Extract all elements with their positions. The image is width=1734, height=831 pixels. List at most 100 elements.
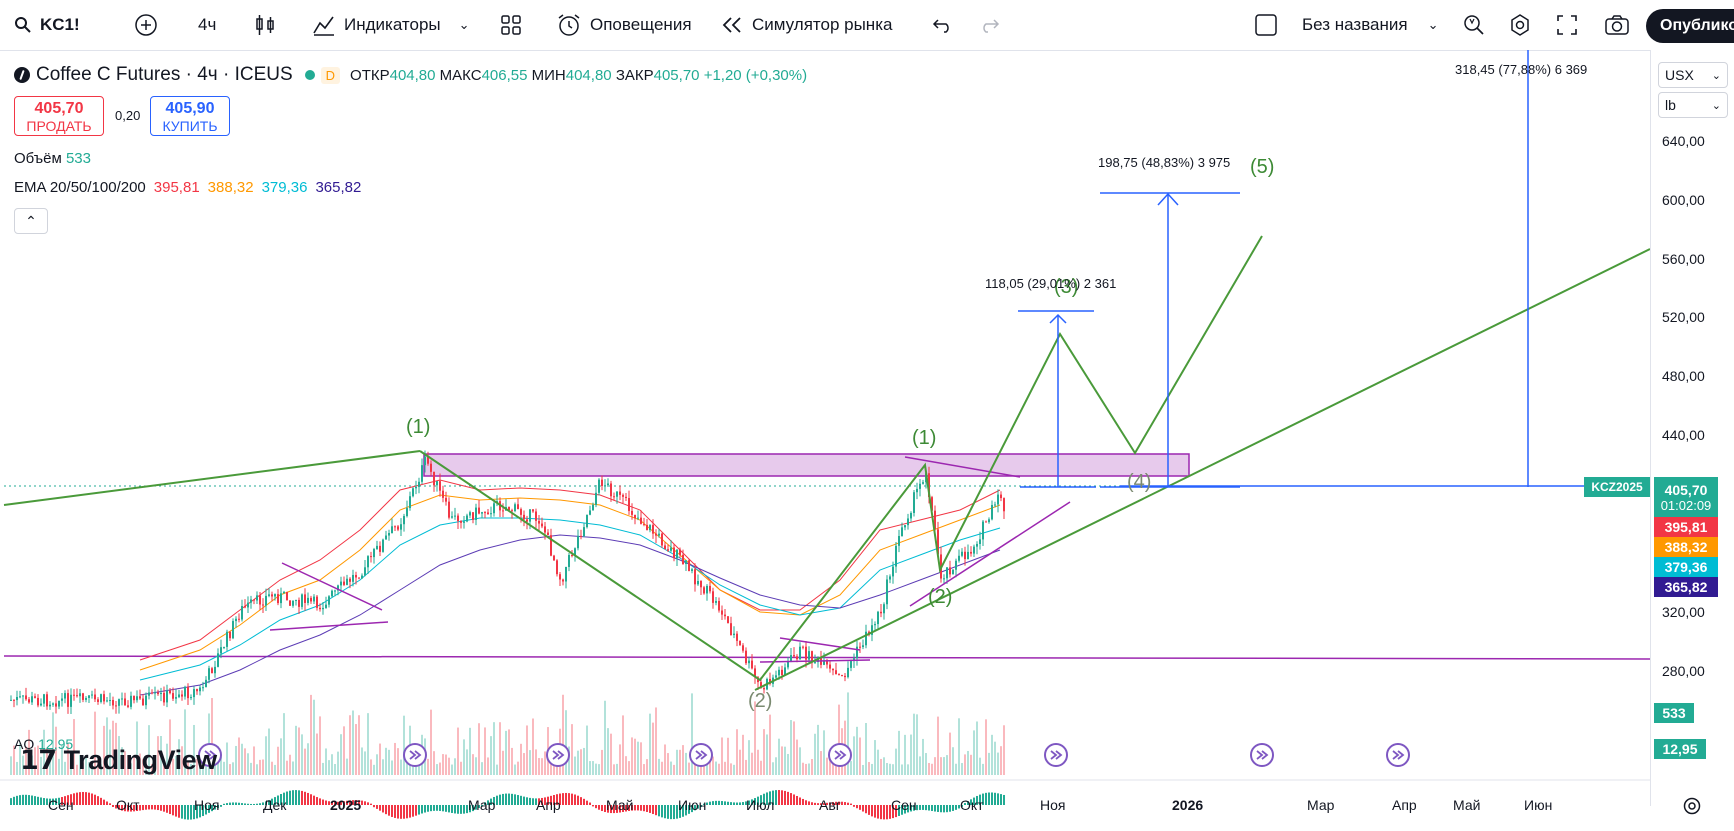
collapse-legend-button[interactable]: ⌃ <box>14 208 48 234</box>
alerts-button[interactable]: Оповещения <box>556 0 692 50</box>
volume-bar <box>745 759 747 775</box>
volume-bar <box>928 762 930 775</box>
candle-body <box>133 695 135 701</box>
tradingview-logo[interactable]: 17 TradingView <box>20 745 217 776</box>
candle-body <box>1000 494 1002 499</box>
candle-body <box>700 580 702 588</box>
wave-label[interactable]: (2) <box>748 690 773 712</box>
settings-button[interactable] <box>1508 0 1532 50</box>
ema-legend[interactable]: EMA 20/50/100/200 395,81 388,32 379,36 3… <box>14 179 361 196</box>
replay-marker-icon[interactable] <box>1250 743 1274 767</box>
ao-bar <box>106 801 108 805</box>
candle-body <box>808 651 810 660</box>
grid-icon <box>501 15 521 35</box>
time-scale[interactable]: Сен Окт Ноя Дек 2025 Мар Апр Май Июн Июл Авг Сен Окт… <box>0 790 1650 820</box>
price-chart[interactable] <box>0 50 1650 831</box>
candle-body <box>619 491 621 495</box>
measure-lines[interactable] <box>1018 50 1650 488</box>
indicators-button[interactable]: Индикаторы ⌄ <box>312 0 470 50</box>
ao-bar <box>490 798 492 805</box>
undo-button[interactable] <box>932 0 954 50</box>
delayed-badge[interactable]: D <box>320 66 341 84</box>
chart-type-button[interactable] <box>254 0 276 50</box>
ao-bar <box>571 793 573 805</box>
candle-body <box>19 696 21 698</box>
layout-menu[interactable]: Без названия ⌄ <box>1254 0 1439 50</box>
candle-body <box>385 535 387 540</box>
replay-marker-icon[interactable] <box>1386 743 1410 767</box>
compare-button[interactable] <box>134 0 158 50</box>
candle-body <box>988 519 990 523</box>
volume-bar <box>763 729 765 775</box>
volume-bar <box>724 761 726 775</box>
ao-legend[interactable]: AO 12,95 <box>14 736 73 752</box>
volume-bar <box>361 747 363 775</box>
replay-markers[interactable] <box>198 743 1410 767</box>
ao-bar <box>943 805 945 813</box>
candle-body <box>676 549 678 559</box>
ao-bar <box>151 805 153 810</box>
symbol-title[interactable]: Coffee C Futures · 4ч · ICEUS <box>36 64 293 85</box>
candle-body <box>256 595 258 601</box>
layout-icon <box>1255 14 1277 36</box>
buy-button[interactable]: 405,90 КУПИТЬ <box>150 96 230 136</box>
replay-marker-icon[interactable] <box>1044 743 1068 767</box>
spread-value: 0,20 <box>115 108 141 123</box>
publish-button[interactable]: Опублико <box>1646 9 1734 43</box>
replay-marker-icon[interactable] <box>403 743 427 767</box>
volume-bar <box>727 737 729 775</box>
candle-body <box>805 646 807 660</box>
replay-marker-icon[interactable] <box>546 743 570 767</box>
ao-bar <box>496 795 498 805</box>
wave-label[interactable]: (1) <box>406 416 431 438</box>
add-symbol-icon <box>135 14 157 36</box>
templates-button[interactable] <box>500 0 522 50</box>
ao-bar <box>922 805 924 810</box>
candle-body <box>295 599 297 601</box>
volume-bar <box>103 725 105 775</box>
replay-marker-icon[interactable] <box>198 743 222 767</box>
settings-gear-button[interactable] <box>1682 796 1702 821</box>
volume-legend[interactable]: Объём 533 <box>14 150 91 167</box>
replay-marker-icon[interactable] <box>689 743 713 767</box>
volume-bar <box>358 715 360 775</box>
support-line[interactable] <box>3 655 1650 660</box>
candle-body <box>541 523 543 527</box>
wave-label[interactable]: (1) <box>912 427 937 449</box>
candle-body <box>214 666 216 674</box>
candle-body <box>322 607 324 610</box>
candle-body <box>787 661 789 668</box>
candle-body <box>634 514 636 519</box>
ao-bar <box>556 794 558 805</box>
ao-bar <box>184 805 186 820</box>
volume-bar <box>667 753 669 775</box>
ao-bar <box>832 802 834 805</box>
wave-label[interactable]: (4) <box>1127 471 1152 493</box>
currency-select[interactable]: USX ⌄ <box>1658 62 1728 88</box>
time-label: Мар <box>468 797 496 813</box>
redo-button[interactable] <box>978 0 1000 50</box>
replay-button[interactable]: Симулятор рынка <box>720 0 892 50</box>
symbol-search[interactable]: KC1! <box>14 0 80 50</box>
ao-bar <box>940 805 942 813</box>
wave-label[interactable]: (2) <box>928 586 953 608</box>
quick-search-button[interactable] <box>1462 0 1486 50</box>
trend-lines[interactable] <box>269 456 1071 663</box>
time-label: 2026 <box>1172 797 1204 813</box>
candle-body <box>31 696 33 703</box>
fullscreen-button[interactable] <box>1556 0 1578 50</box>
wave-label[interactable]: (3) <box>1054 276 1079 298</box>
resistance-zone[interactable] <box>423 453 1190 477</box>
replay-marker-icon[interactable] <box>828 743 852 767</box>
sell-button[interactable]: 405,70 ПРОДАТЬ <box>14 96 104 136</box>
price-scale[interactable] <box>1650 50 1734 806</box>
interval-button[interactable]: 4ч <box>198 0 216 50</box>
ao-bar <box>88 792 90 805</box>
wave-label[interactable]: (5) <box>1250 156 1275 178</box>
volume-bar <box>223 761 225 775</box>
volume-bar <box>127 755 129 775</box>
snapshot-button[interactable] <box>1604 0 1630 50</box>
candle-body <box>478 507 480 514</box>
wave-lines[interactable] <box>3 235 1650 691</box>
unit-select[interactable]: lb ⌄ <box>1658 92 1728 118</box>
